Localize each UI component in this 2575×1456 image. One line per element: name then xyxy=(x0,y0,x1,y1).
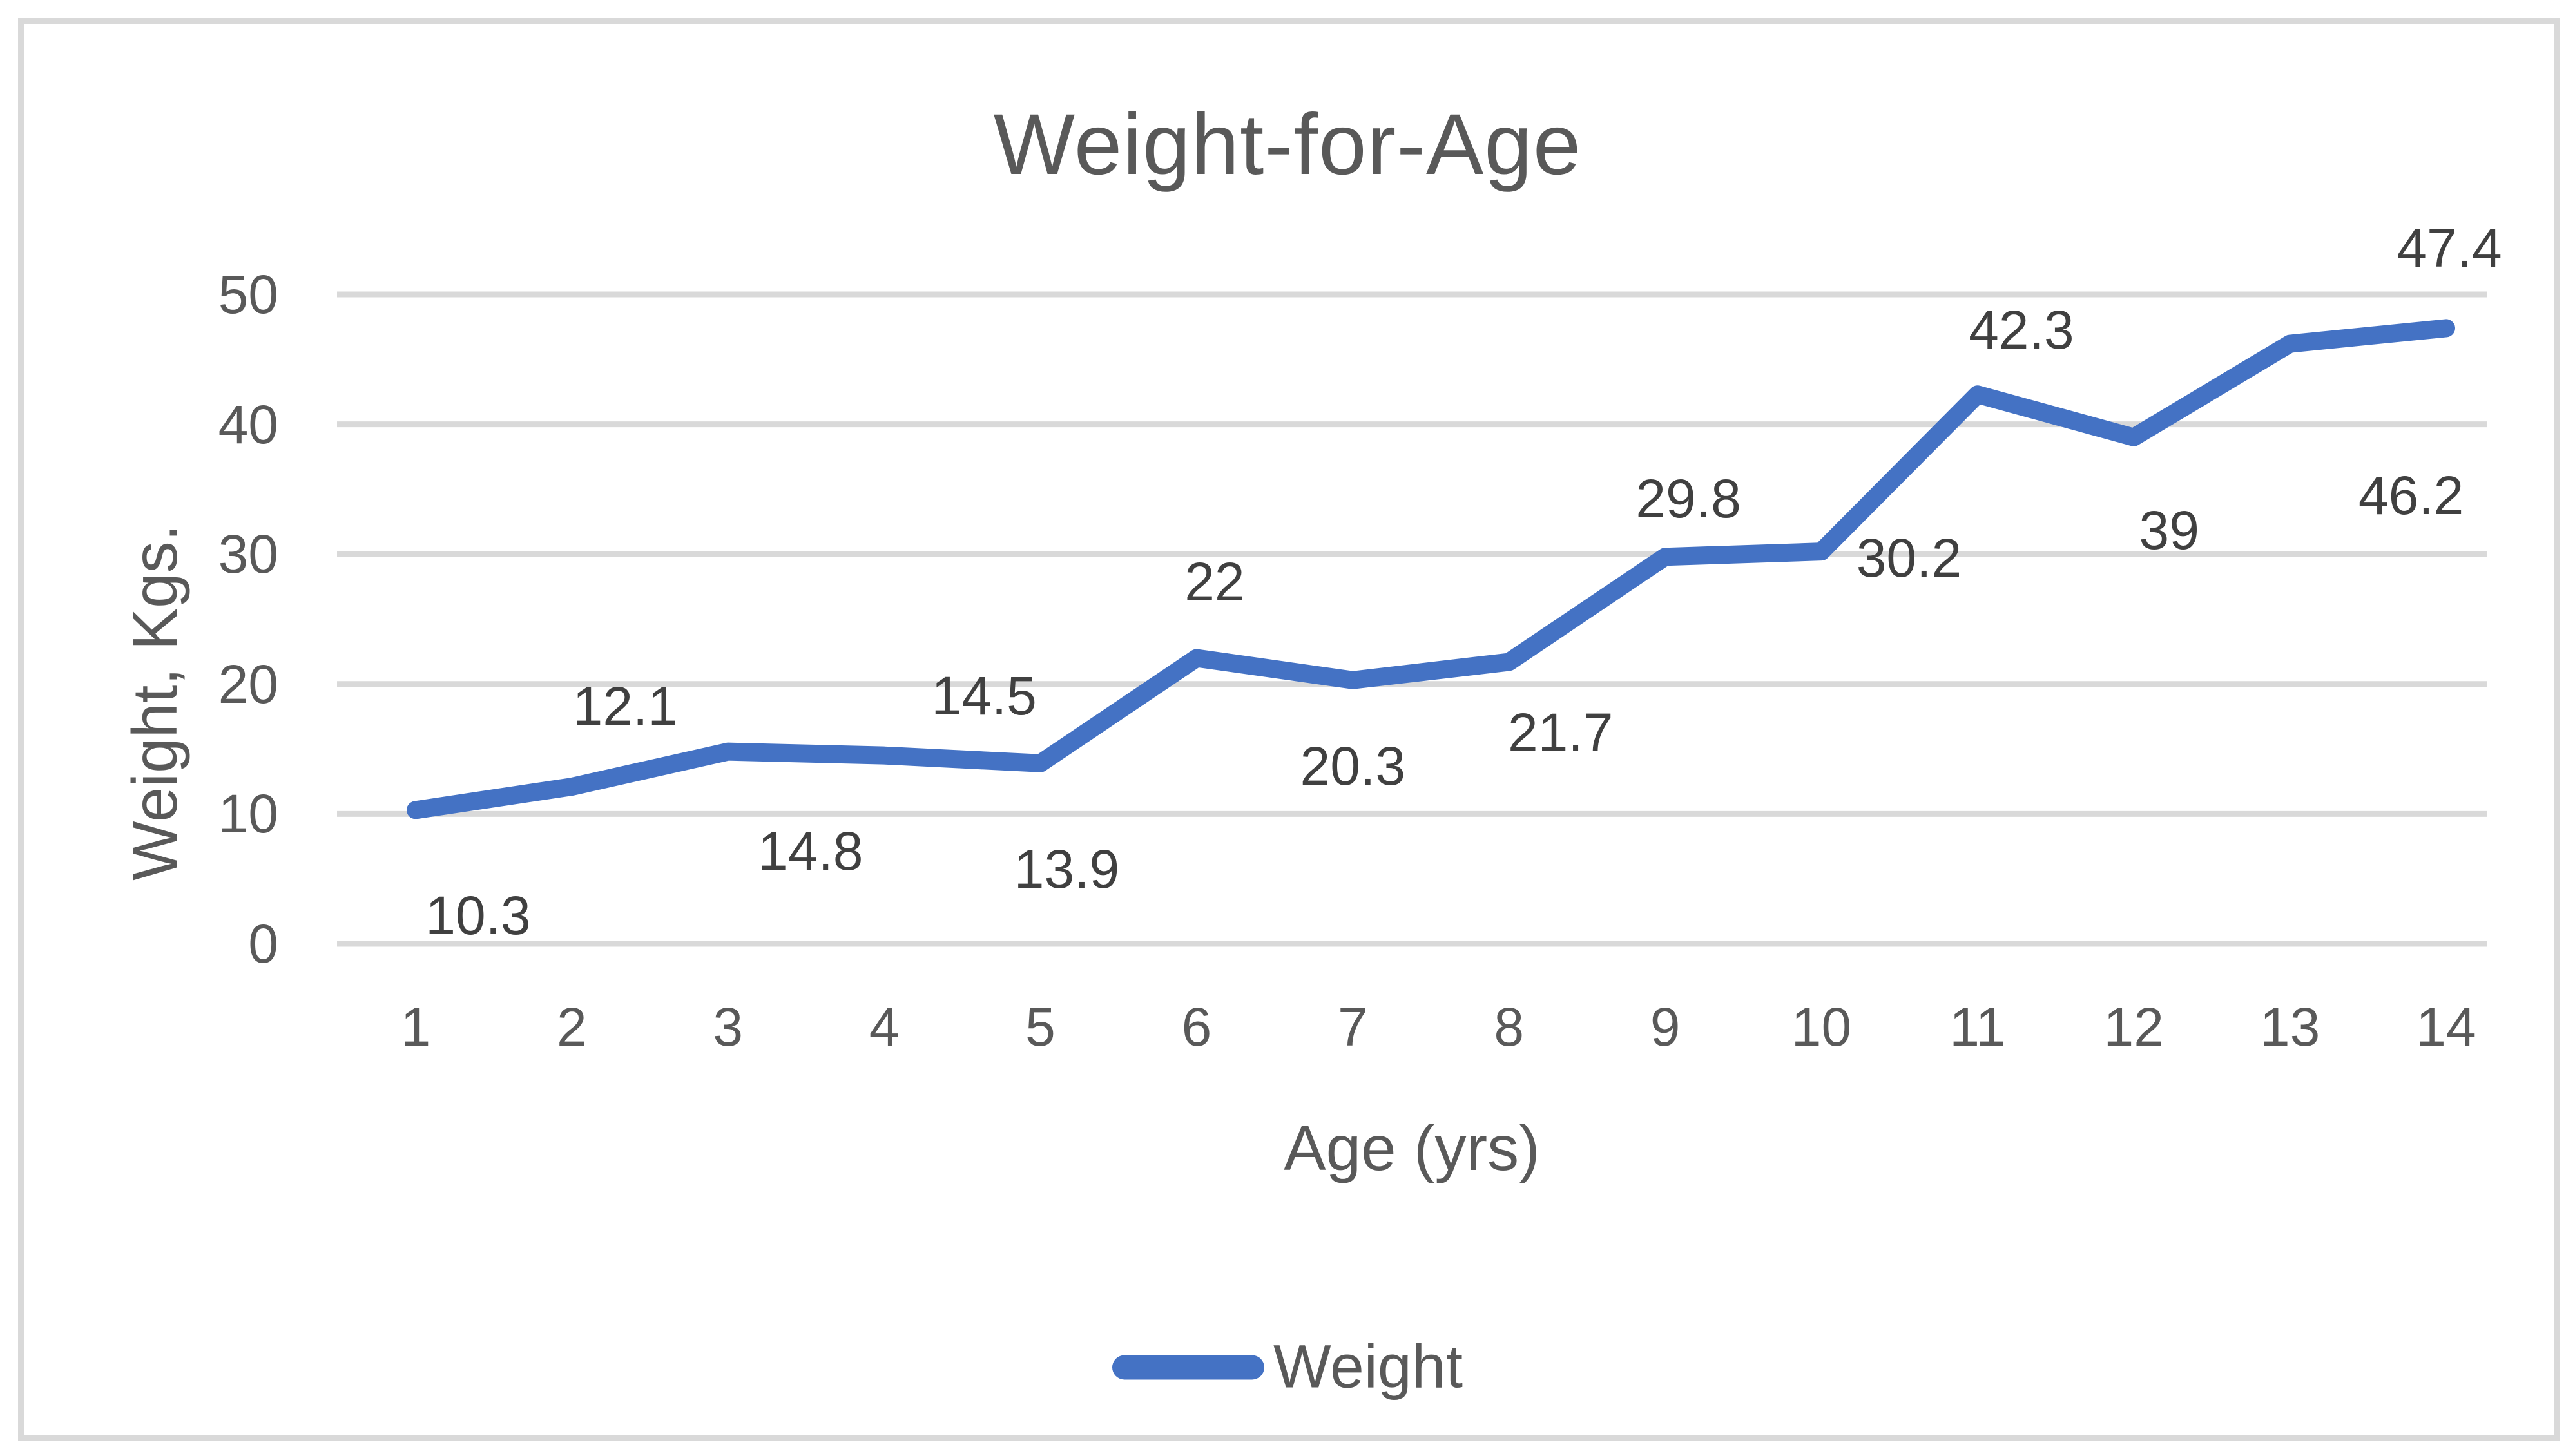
x-tick-label-11: 11 xyxy=(1949,997,2006,1057)
x-tick-label-12: 12 xyxy=(2103,997,2164,1057)
y-tick-label-10: 10 xyxy=(218,783,278,845)
data-label-age-11: 42.3 xyxy=(1969,300,2074,361)
x-tick-label-4: 4 xyxy=(869,997,900,1057)
legend-label: Weight xyxy=(1273,1332,1463,1401)
x-tick-label-6: 6 xyxy=(1181,997,1212,1057)
data-label-age-4: 14.5 xyxy=(931,665,1037,726)
x-tick-label-5: 5 xyxy=(1025,997,1056,1057)
x-tick-label-3: 3 xyxy=(713,997,744,1057)
x-axis-title: Age (yrs) xyxy=(1284,1113,1540,1183)
data-label-age-13: 46.2 xyxy=(2358,465,2464,526)
legend-line-swatch xyxy=(1112,1355,1265,1379)
data-label-age-14: 47.4 xyxy=(2397,218,2502,279)
data-label-age-1: 10.3 xyxy=(425,885,531,946)
data-label-age-7: 20.3 xyxy=(1300,735,1406,796)
legend: Weight xyxy=(0,1332,2575,1401)
x-tick-label-8: 8 xyxy=(1494,997,1525,1057)
data-label-age-2: 12.1 xyxy=(572,676,679,737)
y-axis-title: Weight, Kgs. xyxy=(119,524,190,881)
y-tick-label-50: 50 xyxy=(218,264,278,325)
x-tick-label-1: 1 xyxy=(400,997,431,1057)
y-tick-label-0: 0 xyxy=(248,914,278,974)
data-label-age-8: 21.7 xyxy=(1507,702,1614,763)
y-tick-label-20: 20 xyxy=(218,653,278,714)
x-tick-label-10: 10 xyxy=(1791,997,1852,1057)
y-tick-label-40: 40 xyxy=(218,394,278,455)
x-tick-label-14: 14 xyxy=(2416,997,2476,1057)
x-tick-label-9: 9 xyxy=(1650,997,1681,1057)
x-tick-label-7: 7 xyxy=(1337,997,1368,1057)
data-label-age-3: 14.8 xyxy=(758,820,863,881)
y-tick-label-30: 30 xyxy=(218,524,278,585)
data-label-age-5: 13.9 xyxy=(1014,838,1120,899)
weight-series-line xyxy=(407,319,2455,819)
data-label-age-6: 22 xyxy=(1184,551,1245,613)
x-tick-label-13: 13 xyxy=(2259,997,2320,1057)
data-label-age-12: 39 xyxy=(2139,499,2199,560)
data-label-age-10: 30.2 xyxy=(1856,528,1962,589)
x-tick-label-2: 2 xyxy=(557,997,587,1057)
data-label-age-9: 29.8 xyxy=(1635,468,1741,530)
chart-title: Weight-for-Age xyxy=(993,97,1582,193)
chart-frame xyxy=(18,18,2560,1441)
